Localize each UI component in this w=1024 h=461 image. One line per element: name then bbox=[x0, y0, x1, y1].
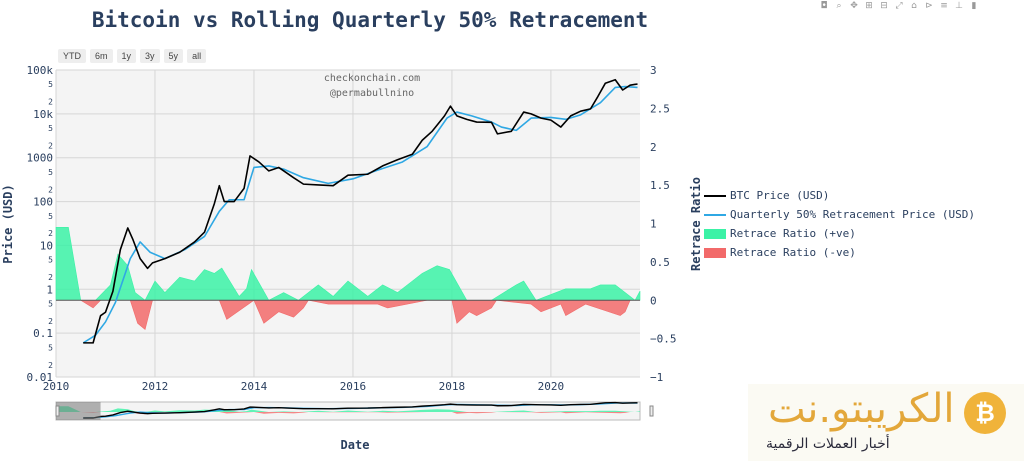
legend-swatch-btc bbox=[704, 194, 726, 197]
legend-item-ratio-positive[interactable]: Retrace Ratio (+ve) bbox=[704, 224, 975, 243]
legend-label-btc: BTC Price (USD) bbox=[730, 189, 830, 202]
site-watermark: الكريبتو.نت أخبار العملات الرقمية ₿ bbox=[748, 384, 1024, 461]
range-slider-handle-right[interactable] bbox=[649, 405, 654, 417]
y-tick-label: 0.1 bbox=[33, 327, 53, 340]
y-tick-label: 100k bbox=[27, 64, 54, 77]
y-tick-label: 2 bbox=[48, 98, 53, 107]
plotly-logo-icon[interactable]: ▮ bbox=[971, 1, 977, 11]
range-slider-btc-line bbox=[83, 401, 638, 419]
y-tick-label: 5 bbox=[48, 212, 53, 221]
range-button-1y[interactable]: 1y bbox=[116, 49, 137, 63]
y2-axis-label: Retrace Ratio bbox=[689, 177, 703, 271]
legend: BTC Price (USD) Quarterly 50% Retracemen… bbox=[704, 186, 975, 262]
toggle-spikelines-icon[interactable]: ⊥ bbox=[955, 1, 963, 11]
y-tick-label: 2 bbox=[48, 229, 53, 238]
annotation-handle: @permabullnino bbox=[330, 88, 414, 99]
hover-closest-icon[interactable]: ⊳ bbox=[925, 1, 933, 11]
series-retrace-ratio-positive-area bbox=[55, 227, 641, 301]
zoom-in-icon[interactable]: ⊞ bbox=[865, 1, 873, 11]
y2-tick-label: 3 bbox=[650, 64, 657, 77]
watermark-name: الكريبتو.نت bbox=[768, 386, 955, 432]
y-tick-label: 5 bbox=[48, 80, 53, 89]
x-tick-label: 2018 bbox=[439, 380, 466, 393]
y-tick-label: 10k bbox=[33, 108, 53, 121]
x-tick-label: 2010 bbox=[43, 380, 70, 393]
y-tick-label: 10 bbox=[40, 239, 53, 252]
zoom-out-icon[interactable]: ⊟ bbox=[880, 1, 888, 11]
legend-label-retrace-price: Quarterly 50% Retracement Price (USD) bbox=[730, 208, 976, 221]
y2-tick-label: −0.5 bbox=[650, 333, 677, 346]
watermark-tagline: أخبار العملات الرقمية bbox=[766, 436, 890, 452]
y2-tick-label: −1 bbox=[650, 371, 663, 384]
y-tick-label: 2 bbox=[48, 317, 53, 326]
y2-axis-ticks: −1 −0.5 0 0.5 1 1.5 2 2.5 3 bbox=[650, 64, 677, 384]
reset-axes-icon[interactable]: ⌂ bbox=[911, 1, 917, 11]
x-tick-label: 2014 bbox=[241, 380, 268, 393]
y-tick-label: 2 bbox=[48, 185, 53, 194]
annotation-site: checkonchain.com bbox=[324, 73, 420, 84]
y-axis-label: Price (USD) bbox=[1, 184, 15, 263]
zoom-icon[interactable]: ⌕ bbox=[836, 1, 842, 11]
range-button-6m[interactable]: 6m bbox=[90, 49, 113, 63]
y-tick-label: 0.01 bbox=[27, 371, 54, 384]
price-lines bbox=[82, 78, 638, 344]
y2-tick-label: 1 bbox=[650, 218, 657, 231]
x-tick-label: 2016 bbox=[340, 380, 367, 393]
legend-swatch-ratio-positive bbox=[704, 228, 726, 239]
legend-label-ratio-negative: Retrace Ratio (-ve) bbox=[730, 246, 856, 259]
bitcoin-coin-icon: ₿ bbox=[964, 392, 1006, 434]
range-selector: YTD 6m 1y 3y 5y all bbox=[58, 49, 207, 63]
y2-tick-label: 0 bbox=[650, 294, 657, 307]
y2-tick-label: 2 bbox=[650, 141, 657, 154]
modebar: ◘ ⌕ ✥ ⊞ ⊟ ⤢ ⌂ ⊳ ≡ ⊥ ▮ bbox=[818, 1, 980, 11]
plot-area[interactable] bbox=[56, 70, 640, 377]
range-slider-negative-area bbox=[70, 412, 631, 415]
y-tick-label: 5 bbox=[48, 168, 53, 177]
chart-title: Bitcoin vs Rolling Quarterly 50% Retrace… bbox=[91, 8, 649, 32]
autoscale-icon[interactable]: ⤢ bbox=[895, 1, 903, 11]
range-button-all[interactable]: all bbox=[187, 49, 207, 63]
y-tick-label: 5 bbox=[48, 299, 53, 308]
hover-compare-icon[interactable]: ≡ bbox=[940, 1, 948, 11]
y2-tick-label: 0.5 bbox=[650, 256, 670, 269]
range-button-ytd[interactable]: YTD bbox=[58, 49, 86, 63]
pan-icon[interactable]: ✥ bbox=[850, 1, 858, 11]
x-axis-ticks: 2010 2012 2014 2016 2018 2020 bbox=[43, 380, 564, 393]
legend-label-ratio-positive: Retrace Ratio (+ve) bbox=[730, 227, 856, 240]
series-retrace-ratio-negative-area bbox=[70, 299, 631, 330]
range-button-5y[interactable]: 5y bbox=[163, 49, 184, 63]
y-tick-label: 2 bbox=[48, 142, 53, 151]
legend-item-ratio-negative[interactable]: Retrace Ratio (-ve) bbox=[704, 243, 975, 262]
range-slider[interactable] bbox=[55, 401, 654, 421]
y2-tick-label: 1.5 bbox=[650, 179, 670, 192]
y-tick-label: 5 bbox=[48, 124, 53, 133]
legend-item-btc[interactable]: BTC Price (USD) bbox=[704, 186, 975, 205]
x-tick-label: 2020 bbox=[538, 380, 565, 393]
camera-icon[interactable]: ◘ bbox=[820, 1, 828, 11]
y-tick-label: 1000 bbox=[27, 152, 54, 165]
y-tick-label: 1 bbox=[46, 283, 53, 296]
x-tick-label: 2012 bbox=[142, 380, 169, 393]
range-slider-handle-left[interactable] bbox=[55, 405, 60, 417]
y2-tick-label: 2.5 bbox=[650, 102, 670, 115]
y-tick-label: 100 bbox=[33, 196, 53, 209]
series-btc-price-line bbox=[83, 78, 638, 344]
y-tick-label: 5 bbox=[48, 256, 53, 265]
legend-swatch-ratio-negative bbox=[704, 247, 726, 258]
legend-swatch-retrace-price bbox=[704, 213, 726, 216]
y-tick-label: 2 bbox=[48, 273, 53, 282]
retrace-fills bbox=[55, 227, 641, 330]
range-slider-positive-area bbox=[56, 406, 640, 412]
y-tick-label: 2 bbox=[48, 361, 53, 370]
x-axis-label: Date bbox=[341, 438, 370, 452]
legend-item-retrace-price[interactable]: Quarterly 50% Retracement Price (USD) bbox=[704, 205, 975, 224]
range-slider-mask bbox=[56, 402, 101, 420]
y-tick-label: 5 bbox=[48, 343, 53, 352]
range-button-3y[interactable]: 3y bbox=[140, 49, 160, 63]
